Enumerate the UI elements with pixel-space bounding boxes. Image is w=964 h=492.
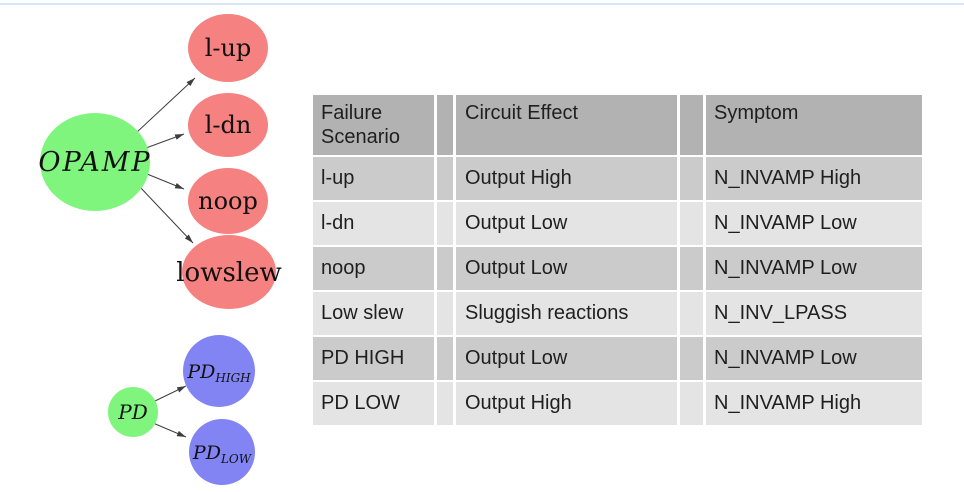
- node-l-up-label: l-up: [205, 34, 252, 62]
- col-header-symptom: Symptom: [706, 95, 922, 155]
- cell-failure-scenario: noop: [313, 247, 434, 290]
- node-pd-low-label: PDLOW: [192, 442, 253, 466]
- cell-failure-scenario: l-dn: [313, 202, 434, 245]
- arrow-opamp-noop: [146, 173, 185, 190]
- cell-circuit-effect: Output Low: [456, 202, 677, 245]
- node-noop: [188, 168, 268, 234]
- row-spacer: [680, 202, 703, 245]
- node-lowslew: [182, 235, 276, 309]
- header-spacer-1: [437, 95, 453, 155]
- node-lowslew-label: lowslew: [176, 258, 282, 288]
- failure-table: Failure Scenario Circuit Effect Symptom …: [313, 95, 922, 425]
- fault-diagram: OPAMP l-up l-dn noop lowslew PD PDHIGH P…: [38, 14, 282, 485]
- arrow-pd-high: [154, 385, 187, 402]
- arrow-opamp-lowslew: [138, 185, 194, 244]
- row-spacer: [437, 247, 453, 290]
- node-pd-high-label: PDHIGH: [186, 361, 251, 385]
- node-l-dn: [188, 93, 268, 157]
- cell-circuit-effect: Output High: [456, 382, 677, 425]
- node-pd-low: [189, 419, 255, 485]
- header-spacer-2: [680, 95, 703, 155]
- row-spacer: [680, 157, 703, 200]
- row-spacer: [680, 337, 703, 380]
- node-pd-high: [183, 335, 255, 407]
- cell-circuit-effect: Output Low: [456, 247, 677, 290]
- cell-circuit-effect: Output High: [456, 157, 677, 200]
- cell-symptom: N_INVAMP Low: [706, 337, 922, 380]
- row-spacer: [437, 202, 453, 245]
- row-spacer: [437, 292, 453, 335]
- cell-failure-scenario: Low slew: [313, 292, 434, 335]
- cell-symptom: N_INVAMP Low: [706, 247, 922, 290]
- row-spacer: [437, 157, 453, 200]
- node-noop-label: noop: [198, 187, 258, 215]
- cell-symptom: N_INV_LPASS: [706, 292, 922, 335]
- col-header-failure-scenario: Failure Scenario: [313, 95, 434, 155]
- row-spacer: [437, 382, 453, 425]
- row-spacer: [680, 382, 703, 425]
- cell-failure-scenario: PD LOW: [313, 382, 434, 425]
- node-l-dn-label: l-dn: [205, 111, 252, 139]
- cell-symptom: N_INVAMP High: [706, 382, 922, 425]
- row-spacer: [680, 247, 703, 290]
- cell-failure-scenario: PD HIGH: [313, 337, 434, 380]
- row-spacer: [680, 292, 703, 335]
- cell-symptom: N_INVAMP Low: [706, 202, 922, 245]
- arrow-opamp-l-dn: [145, 133, 185, 149]
- node-opamp-label: OPAMP: [38, 147, 151, 178]
- cell-circuit-effect: Sluggish reactions: [456, 292, 677, 335]
- top-strip: [0, 3, 964, 5]
- node-opamp: [40, 113, 150, 211]
- arrow-opamp-l-up: [135, 77, 196, 134]
- arrow-pd-low: [152, 422, 187, 438]
- cell-symptom: N_INVAMP High: [706, 157, 922, 200]
- node-pd-label: PD: [117, 400, 148, 424]
- node-pd: [108, 387, 158, 437]
- cell-failure-scenario: l-up: [313, 157, 434, 200]
- row-spacer: [437, 337, 453, 380]
- node-l-up: [188, 14, 268, 82]
- cell-circuit-effect: Output Low: [456, 337, 677, 380]
- col-header-circuit-effect: Circuit Effect: [456, 95, 677, 155]
